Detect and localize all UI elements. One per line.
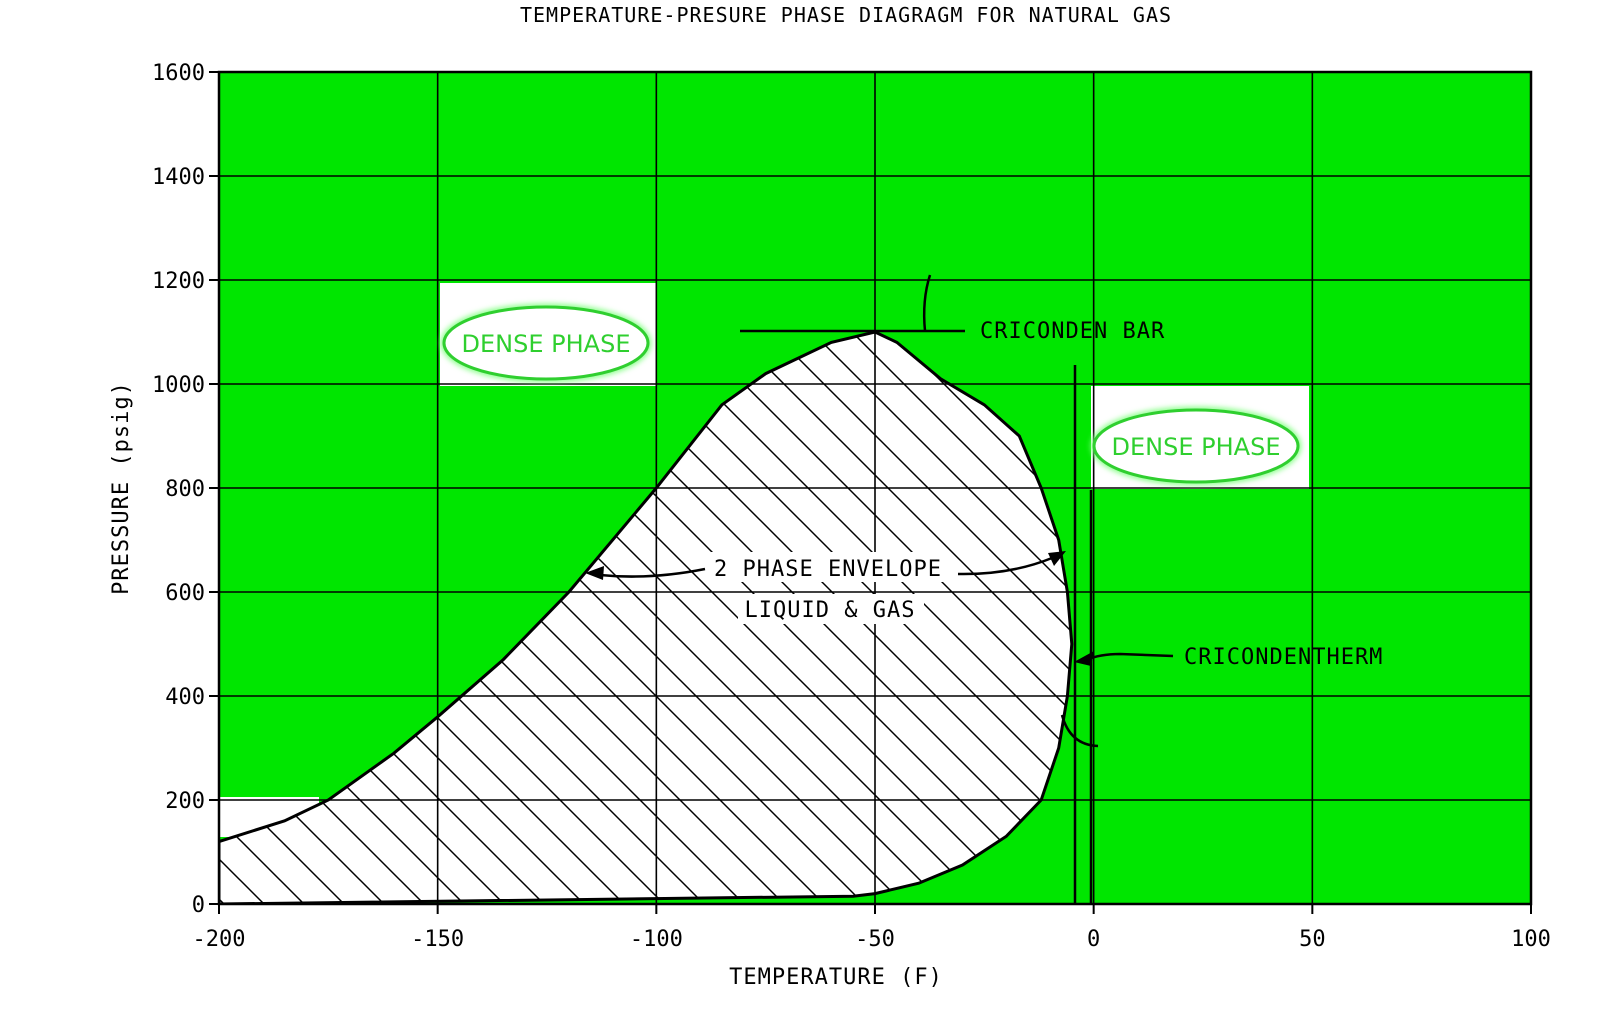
y-tick-label: 400 [165, 685, 205, 710]
x-tick-label: -150 [411, 927, 464, 952]
envelope-label-line2: LIQUID & GAS [745, 598, 916, 623]
y-tick-label: 1200 [152, 269, 205, 294]
cricondenbar-label: CRICONDEN BAR [980, 319, 1165, 344]
dense-phase-label-left: DENSE PHASE [462, 330, 631, 358]
x-tick-label: -50 [855, 927, 895, 952]
x-tick-label: -100 [630, 927, 683, 952]
cricondentherm-label: CRICONDENTHERM [1184, 645, 1383, 670]
dense-phase-label-right: DENSE PHASE [1112, 433, 1281, 461]
envelope-label-line1: 2 PHASE ENVELOPE [714, 557, 942, 582]
x-axis-ticks: -200 -150 -100 -50 0 50 100 [193, 904, 1551, 952]
x-tick-label: -200 [193, 927, 246, 952]
x-tick-label: 50 [1299, 927, 1326, 952]
x-tick-label: 100 [1511, 927, 1551, 952]
y-tick-label: 1400 [152, 165, 205, 190]
x-tick-label: 0 [1087, 927, 1100, 952]
y-axis-ticks: 0 200 400 600 800 1000 1200 1400 1600 [152, 61, 219, 918]
y-tick-label: 1600 [152, 61, 205, 86]
y-tick-label: 0 [192, 893, 205, 918]
y-axis-label: PRESSURE (psig) [109, 381, 134, 595]
y-tick-label: 1000 [152, 373, 205, 398]
x-axis-label: TEMPERATURE (F) [729, 965, 943, 990]
chart-title: TEMPERATURE-PRESURE PHASE DIAGRAGM FOR N… [520, 3, 1172, 27]
y-tick-label: 200 [165, 789, 205, 814]
y-tick-label: 600 [165, 581, 205, 606]
y-tick-label: 800 [165, 477, 205, 502]
